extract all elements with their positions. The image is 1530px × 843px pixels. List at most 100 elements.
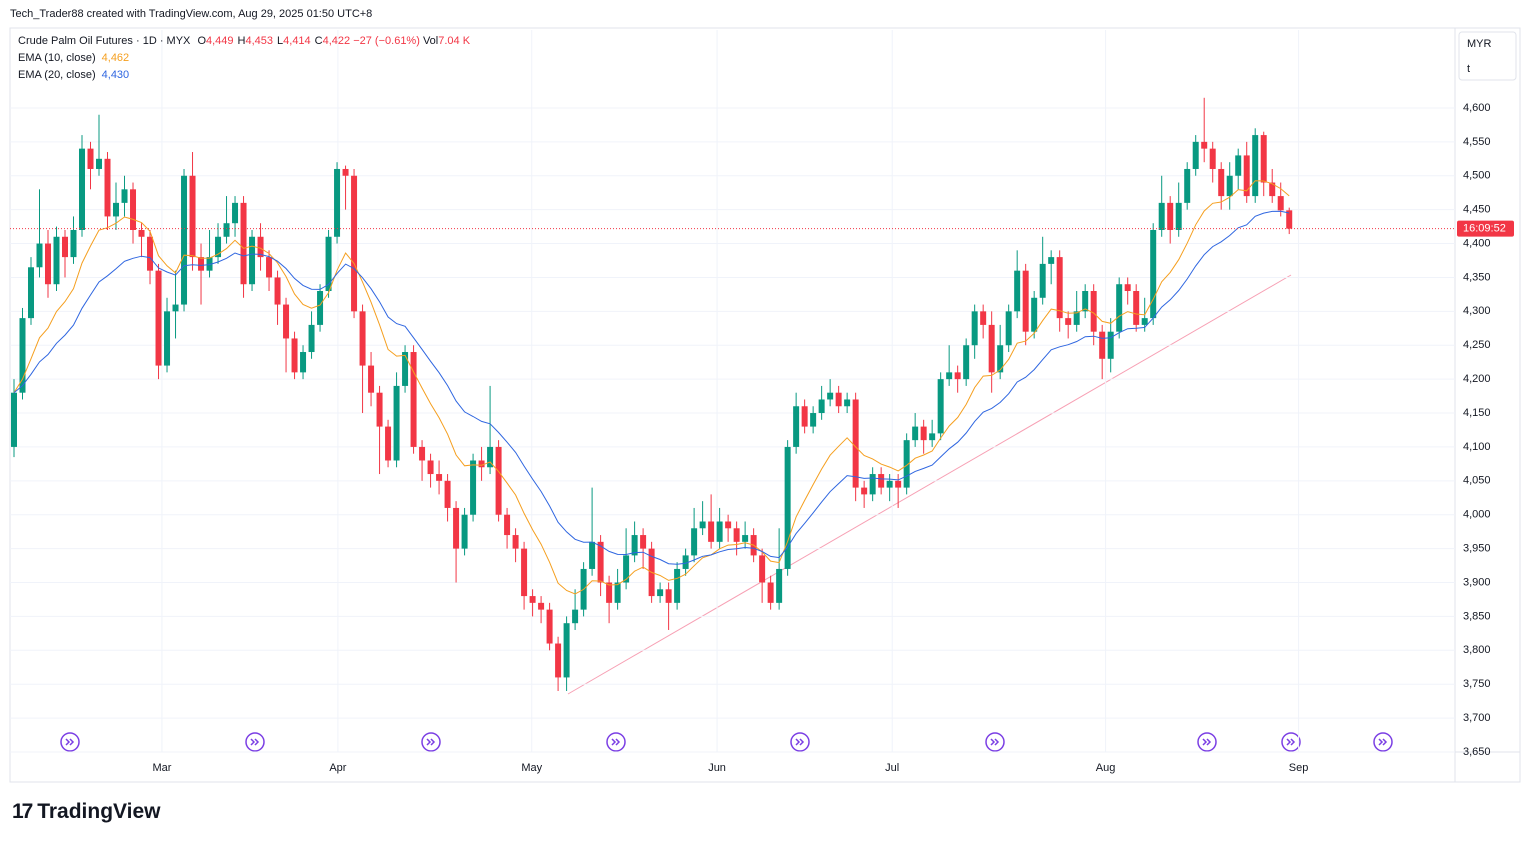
event-icon-glyph [250, 738, 260, 746]
change: −27 (−0.61%) [353, 35, 420, 47]
candle-body [504, 514, 511, 536]
candle-body [1082, 291, 1089, 312]
chart-frame [9, 27, 1521, 783]
candle-body [614, 582, 621, 603]
candle-body [538, 602, 545, 610]
candle-body [878, 474, 885, 488]
ohlc-value: 4,449 [206, 35, 234, 47]
candle-body [1116, 284, 1123, 332]
candle-body [912, 426, 919, 441]
candle-body [461, 514, 468, 549]
event-icon-glyph [990, 738, 1000, 746]
candle-body [1005, 311, 1012, 346]
candle-body [402, 352, 409, 386]
ohlc-value: 4,414 [283, 35, 311, 47]
x-tick-label: Jun [708, 762, 726, 774]
candle-body [657, 589, 664, 597]
ema-line [13, 180, 1290, 595]
candle-body [1073, 311, 1080, 325]
candle-body [963, 345, 970, 380]
countdown-box [1457, 220, 1514, 237]
candle-body [759, 555, 766, 583]
candle-body [19, 318, 26, 393]
y-tick-label: 4,600 [1463, 102, 1491, 114]
y-tick-label: 3,900 [1463, 576, 1491, 588]
candle-body [1226, 175, 1233, 197]
y-tick-label: 4,450 [1463, 204, 1491, 216]
candle-body [708, 521, 715, 542]
indicator-value: 4,462 [101, 52, 130, 64]
candle-body [1056, 257, 1063, 319]
candle-body [886, 480, 893, 488]
event-icon-glyph [611, 738, 621, 746]
candle-body [393, 385, 400, 461]
logo-icon: 17 [12, 800, 33, 823]
trend-line [567, 274, 1292, 695]
scale-box[interactable] [1458, 31, 1517, 81]
candle-body [240, 202, 247, 285]
legend-main: Crude Palm Oil Futures · 1D · MYX O4,449… [18, 35, 470, 47]
candle-body [198, 257, 205, 271]
candle-body [954, 372, 961, 380]
candle-body [368, 365, 375, 393]
y-tick-label: 4,100 [1463, 441, 1491, 453]
candle-body [946, 372, 953, 380]
candle-body [385, 426, 392, 461]
y-tick-label: 3,700 [1463, 712, 1491, 724]
y-tick-label: 4,150 [1463, 407, 1491, 419]
candle-body [70, 229, 77, 258]
candle-body [674, 568, 681, 603]
candle-body [96, 158, 103, 169]
y-tick-label: 3,850 [1463, 610, 1491, 622]
candle-body [869, 474, 876, 495]
candle-body [1260, 135, 1267, 183]
vol-key: Vol [422, 35, 439, 47]
logo-text: TradingView [37, 800, 161, 823]
candle-body [988, 324, 995, 373]
logo: 17 TradingView [12, 800, 161, 824]
candle-body [359, 311, 366, 366]
candle-body [971, 311, 978, 346]
candle-body [419, 446, 426, 461]
candle-body [665, 589, 672, 603]
candle-body [1209, 148, 1216, 169]
candle-body [793, 406, 800, 447]
candle-body [555, 643, 562, 678]
indicator-row: EMA (20, close) 4,430 [18, 69, 129, 81]
candle-body [130, 189, 137, 230]
candle-body [1218, 168, 1225, 197]
candle-body [895, 480, 902, 488]
candle-body [283, 304, 290, 339]
y-tick-label: 4,500 [1463, 170, 1491, 182]
candle-body [810, 413, 817, 427]
candle-body [181, 175, 188, 305]
candle-body [147, 236, 154, 271]
candle-body [453, 507, 460, 549]
y-tick-label: 4,050 [1463, 475, 1491, 487]
candle-body [903, 440, 910, 488]
y-tick-label: 3,750 [1463, 678, 1491, 690]
candle-body [691, 528, 698, 556]
countdown: 16:09:52 [1463, 223, 1506, 235]
candle-body [155, 270, 162, 366]
candle-body [223, 223, 230, 237]
y-tick-label: 4,200 [1463, 373, 1491, 385]
candle-body [1286, 210, 1293, 229]
candle-body [36, 243, 43, 268]
y-tick-label: 3,650 [1463, 746, 1491, 758]
candle-body [937, 379, 944, 434]
candle-body [1124, 284, 1131, 292]
candle-body [1184, 168, 1191, 203]
candle-body [1269, 182, 1276, 197]
candle-body [861, 487, 868, 495]
candle-body [844, 399, 851, 407]
unit-button[interactable]: t [1467, 63, 1471, 75]
candle-body [257, 236, 264, 258]
currency-button[interactable]: MYR [1467, 38, 1492, 50]
candle-body [597, 541, 604, 583]
y-tick-label: 4,000 [1463, 509, 1491, 521]
candle-body [1048, 257, 1055, 264]
candle-body [1235, 155, 1242, 176]
candle-body [529, 596, 536, 603]
